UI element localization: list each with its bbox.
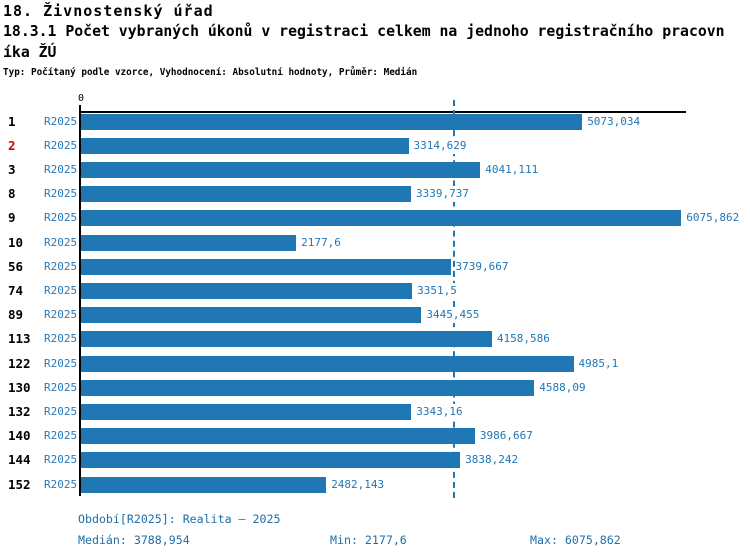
chart-row: 144 R2025 3838,242 xyxy=(0,452,750,469)
chart-row: 10 R2025 2177,6 xyxy=(0,234,750,251)
row-series-label: R2025 xyxy=(44,453,78,467)
chart-row: 74 R2025 3351,5 xyxy=(0,282,750,299)
bar-value-label: 3339,737 xyxy=(415,186,470,203)
value-bar xyxy=(81,379,535,396)
row-category-label: 3 xyxy=(8,161,16,177)
row-series-label: R2025 xyxy=(44,356,78,370)
bar-value-label: 5073,034 xyxy=(586,113,642,130)
chart-row: 3 R2025 4041,111 xyxy=(0,161,750,178)
bar-value-label: 6075,862 xyxy=(685,210,741,227)
x-axis-origin-label: 0 xyxy=(77,93,85,104)
row-series-label: R2025 xyxy=(44,187,78,201)
row-series-label: R2025 xyxy=(44,138,78,152)
value-bar xyxy=(81,137,409,154)
footer-max: Max: 6075,862 xyxy=(530,533,621,547)
row-category-label: 9 xyxy=(8,210,16,226)
row-series-label: R2025 xyxy=(44,380,78,394)
row-category-label: 8 xyxy=(8,186,16,202)
value-bar xyxy=(81,258,451,275)
chart-row: 56 R2025 3739,667 xyxy=(0,258,750,275)
row-series-label: R2025 xyxy=(44,308,78,322)
footer-min: Min: 2177,6 xyxy=(330,533,407,547)
value-bar xyxy=(81,161,481,178)
y-axis-line xyxy=(79,105,81,496)
row-series-label: R2025 xyxy=(44,259,78,273)
row-series-label: R2025 xyxy=(44,283,78,297)
row-category-label: 144 xyxy=(8,452,31,468)
value-bar xyxy=(81,210,682,227)
chart-row: 140 R2025 3986,667 xyxy=(0,428,750,445)
bar-value-label: 4588,09 xyxy=(538,379,587,396)
row-series-label: R2025 xyxy=(44,114,78,128)
row-category-label: 140 xyxy=(8,428,31,444)
chart-row: 1 R2025 5073,034 xyxy=(0,113,750,130)
row-category-label: 130 xyxy=(8,379,31,395)
report-title: 18. Živnostenský úřad xyxy=(3,2,214,20)
row-series-label: R2025 xyxy=(44,404,78,418)
chart-row: 152 R2025 2482,143 xyxy=(0,476,750,493)
bar-value-label: 3445,455 xyxy=(425,307,481,324)
row-category-label: 113 xyxy=(8,331,31,347)
value-bar xyxy=(81,186,411,203)
chart-row: 2 R2025 3314,629 xyxy=(0,137,750,154)
row-series-label: R2025 xyxy=(44,162,78,176)
row-series-label: R2025 xyxy=(44,235,78,249)
value-bar xyxy=(81,428,475,445)
value-bar xyxy=(81,452,461,469)
value-bar xyxy=(81,331,492,348)
row-series-label: R2025 xyxy=(44,477,78,491)
value-bar xyxy=(81,113,583,130)
bar-value-label: 3739,667 xyxy=(454,258,510,275)
chart-title-line2: íka ŽÚ xyxy=(3,44,57,61)
bar-value-label: 3986,667 xyxy=(478,428,534,445)
chart-row: 8 R2025 3339,737 xyxy=(0,186,750,203)
row-series-label: R2025 xyxy=(44,332,78,346)
row-series-label: R2025 xyxy=(44,211,78,225)
footer-median: Medián: 3788,954 xyxy=(78,533,190,547)
bar-value-label: 4158,586 xyxy=(495,331,551,348)
row-category-label: 89 xyxy=(8,307,24,323)
footer-period: Období[R2025]: Realita – 2025 xyxy=(78,512,281,526)
chart-title-line1: 18.3.1 Počet vybraných úkonů v registrac… xyxy=(3,23,725,40)
bar-value-label: 3343,16 xyxy=(415,403,464,420)
row-category-label: 152 xyxy=(8,476,31,492)
x-axis-line xyxy=(80,111,686,113)
bar-value-label: 3838,242 xyxy=(464,452,520,469)
chart-row: 130 R2025 4588,09 xyxy=(0,379,750,396)
chart-row: 113 R2025 4158,586 xyxy=(0,331,750,348)
value-bar xyxy=(81,355,574,372)
bar-value-label: 2177,6 xyxy=(300,234,342,251)
value-bar xyxy=(81,234,297,251)
chart-row: 122 R2025 4985,1 xyxy=(0,355,750,372)
chart-row: 9 R2025 6075,862 xyxy=(0,210,750,227)
row-category-label: 132 xyxy=(8,403,31,419)
row-series-label: R2025 xyxy=(44,429,78,443)
row-category-label: 122 xyxy=(8,355,31,371)
value-bar xyxy=(81,476,327,493)
row-category-label: 74 xyxy=(8,282,24,298)
bar-value-label: 2482,143 xyxy=(330,476,386,493)
value-bar xyxy=(81,307,422,324)
value-bar xyxy=(81,403,412,420)
chart-row: 89 R2025 3445,455 xyxy=(0,307,750,324)
bar-value-label: 3314,629 xyxy=(412,137,468,154)
chart-meta: Typ: Počítaný podle vzorce, Vyhodnocení:… xyxy=(3,67,418,78)
row-category-label: 2 xyxy=(8,137,16,153)
row-category-label: 56 xyxy=(8,258,24,274)
bar-value-label: 3351,5 xyxy=(416,282,458,299)
median-reference-line xyxy=(453,100,456,498)
bar-value-label: 4041,111 xyxy=(484,161,540,178)
row-category-label: 1 xyxy=(8,113,16,129)
bar-value-label: 4985,1 xyxy=(577,355,620,372)
row-category-label: 10 xyxy=(8,234,24,250)
chart-row: 132 R2025 3343,16 xyxy=(0,403,750,420)
value-bar xyxy=(81,282,413,299)
